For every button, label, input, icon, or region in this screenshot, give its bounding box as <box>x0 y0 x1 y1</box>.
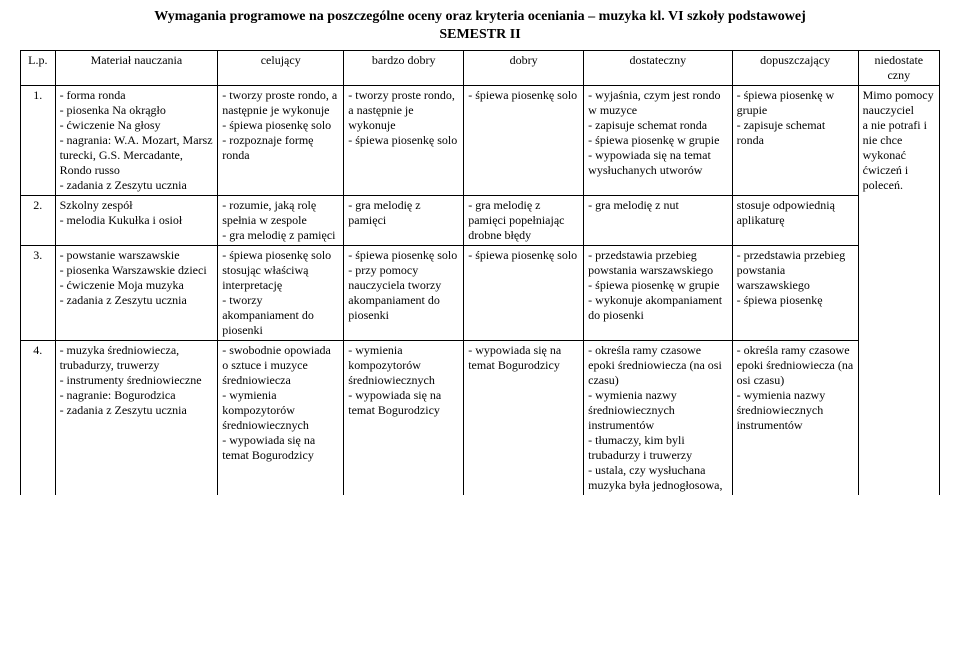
cell-dopuszczajacy: stosuje odpowiednią aplikaturę <box>732 196 858 246</box>
cell-bardzo-dobry: - wymienia kompozytorów średniowiecznych… <box>344 341 464 496</box>
col-header-dopuszczajacy: dopuszczający <box>732 51 858 86</box>
cell-dostateczny: - przedstawia przebieg powstania warszaw… <box>584 246 732 341</box>
col-header-niedostateczny: niedostate czny <box>858 51 939 86</box>
cell-dobry: - gra melodię z pamięci popełniając drob… <box>464 196 584 246</box>
col-header-dostateczny: dostateczny <box>584 51 732 86</box>
cell-dopuszczajacy: - śpiewa piosenkę w grupie - zapisuje sc… <box>732 86 858 196</box>
page-title-line2: SEMESTR II <box>20 26 940 44</box>
cell-material: - forma ronda - piosenka Na okrągło - ćw… <box>55 86 218 196</box>
cell-celujacy: - swobodnie opowiada o sztuce i muzyce ś… <box>218 341 344 496</box>
cell-dopuszczajacy: - przedstawia przebieg powstania warszaw… <box>732 246 858 341</box>
cell-dopuszczajacy: - określa ramy czasowe epoki średniowiec… <box>732 341 858 496</box>
col-header-material: Materiał nauczania <box>55 51 218 86</box>
cell-lp: 4. <box>21 341 56 496</box>
cell-lp: 2. <box>21 196 56 246</box>
page-title-line1: Wymagania programowe na poszczególne oce… <box>20 8 940 26</box>
col-header-celujacy: celujący <box>218 51 344 86</box>
cell-material: - powstanie warszawskie - piosenka Warsz… <box>55 246 218 341</box>
cell-material: - muzyka średniowiecza, trubadurzy, truw… <box>55 341 218 496</box>
table-row: 1. - forma ronda - piosenka Na okrągło -… <box>21 86 940 196</box>
cell-dostateczny: - określa ramy czasowe epoki średniowiec… <box>584 341 732 496</box>
cell-bardzo-dobry: - gra melodię z pamięci <box>344 196 464 246</box>
cell-dobry: - śpiewa piosenkę solo <box>464 246 584 341</box>
cell-dostateczny: - gra melodię z nut <box>584 196 732 246</box>
cell-celujacy: - tworzy proste rondo, a następnie je wy… <box>218 86 344 196</box>
col-header-lp: L.p. <box>21 51 56 86</box>
cell-niedostateczny: Mimo pomocy nauczyciel a nie potrafi i n… <box>858 86 939 496</box>
cell-bardzo-dobry: - śpiewa piosenkę solo - przy pomocy nau… <box>344 246 464 341</box>
cell-celujacy: - rozumie, jaką rolę spełnia w zespole -… <box>218 196 344 246</box>
table-row: 2. Szkolny zespół - melodia Kukułka i os… <box>21 196 940 246</box>
table-header-row: L.p. Materiał nauczania celujący bardzo … <box>21 51 940 86</box>
cell-dobry: - wypowiada się na temat Bogurodzicy <box>464 341 584 496</box>
table-body: 1. - forma ronda - piosenka Na okrągło -… <box>21 86 940 496</box>
cell-lp: 1. <box>21 86 56 196</box>
col-header-bardzo-dobry: bardzo dobry <box>344 51 464 86</box>
page: Wymagania programowe na poszczególne oce… <box>0 0 960 505</box>
table-row: 3. - powstanie warszawskie - piosenka Wa… <box>21 246 940 341</box>
cell-dobry: - śpiewa piosenkę solo <box>464 86 584 196</box>
criteria-table: L.p. Materiał nauczania celujący bardzo … <box>20 50 940 495</box>
cell-material: Szkolny zespół - melodia Kukułka i osioł <box>55 196 218 246</box>
col-header-dobry: dobry <box>464 51 584 86</box>
table-row: 4. - muzyka średniowiecza, trubadurzy, t… <box>21 341 940 496</box>
cell-celujacy: - śpiewa piosenkę solo stosując właściwą… <box>218 246 344 341</box>
cell-lp: 3. <box>21 246 56 341</box>
cell-dostateczny: - wyjaśnia, czym jest rondo w muzyce - z… <box>584 86 732 196</box>
cell-bardzo-dobry: - tworzy proste rondo, a następnie je wy… <box>344 86 464 196</box>
